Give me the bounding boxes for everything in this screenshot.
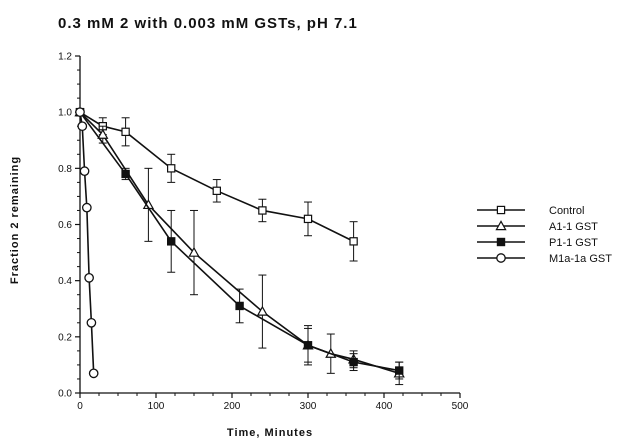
legend: Control A1-1 GST P1-1 GST M1a-1a GST (477, 205, 612, 265)
x-tick-label: 500 (452, 401, 469, 412)
legend-label: A1-1 GST (549, 221, 598, 233)
legend-label: Control (549, 205, 584, 217)
series-m1a-1a-gst (75, 107, 99, 379)
y-tick-label: 0.2 (58, 332, 72, 343)
legend-label: P1-1 GST (549, 237, 598, 249)
data-point (256, 305, 269, 316)
data-point (258, 206, 267, 215)
x-tick-label: 100 (148, 401, 165, 412)
series-a1-1-gst (74, 106, 405, 386)
legend-item-control: Control (477, 205, 584, 217)
y-tick-label: 0.8 (58, 164, 72, 175)
data-point (75, 107, 85, 118)
data-point (167, 164, 176, 173)
legend-item-a1-1-gst: A1-1 GST (477, 220, 598, 233)
data-point (303, 341, 313, 350)
data-point (167, 237, 176, 246)
y-tick-label: 0.4 (58, 276, 72, 287)
x-tick-label: 0 (77, 401, 83, 412)
data-point (349, 237, 358, 246)
data-point (188, 246, 200, 257)
data-point (86, 317, 97, 328)
legend-item-p1-1-gst: P1-1 GST (477, 237, 598, 249)
legend-marker (495, 220, 507, 231)
data-point (235, 301, 244, 311)
data-point (79, 166, 90, 176)
series-control (75, 107, 358, 262)
y-tick-label: 1.0 (58, 108, 72, 119)
x-tick-label: 300 (300, 401, 317, 412)
series-p1-1-gst (75, 107, 404, 380)
legend-marker (496, 253, 506, 263)
data-point (84, 273, 94, 283)
y-tick-label: 1.2 (58, 52, 72, 63)
axes: 0.0 0.2 0.4 0.6 0.8 1.0 1.2 0 100 200 300 400 500 (58, 52, 469, 413)
x-tick-label: 400 (376, 401, 393, 412)
data-point (212, 186, 221, 195)
data-point (81, 202, 92, 213)
data-point (349, 357, 358, 367)
y-tick-label: 0.6 (58, 220, 72, 231)
data-point (88, 368, 99, 379)
data-point (303, 214, 313, 224)
data-point (97, 128, 109, 139)
legend-label: M1a-1a GST (549, 253, 612, 265)
series-layer (74, 106, 405, 386)
x-axis-label: Time, Minutes (227, 427, 313, 439)
series-line (79, 112, 95, 374)
legend-marker (496, 237, 506, 247)
data-point (121, 127, 130, 137)
y-axis-label: Fraction 2 remaining (9, 156, 21, 284)
data-point (77, 121, 88, 132)
data-point (121, 169, 130, 179)
legend-item-m1a-1a-gst: M1a-1a GST (477, 253, 612, 265)
data-point (395, 366, 404, 375)
chart-title: 0.3 mM 2 with 0.003 mM GSTs, pH 7.1 (58, 15, 358, 32)
x-tick-label: 200 (224, 401, 241, 412)
legend-marker (496, 205, 506, 215)
series-line (79, 111, 354, 243)
y-tick-label: 0.0 (58, 389, 72, 400)
